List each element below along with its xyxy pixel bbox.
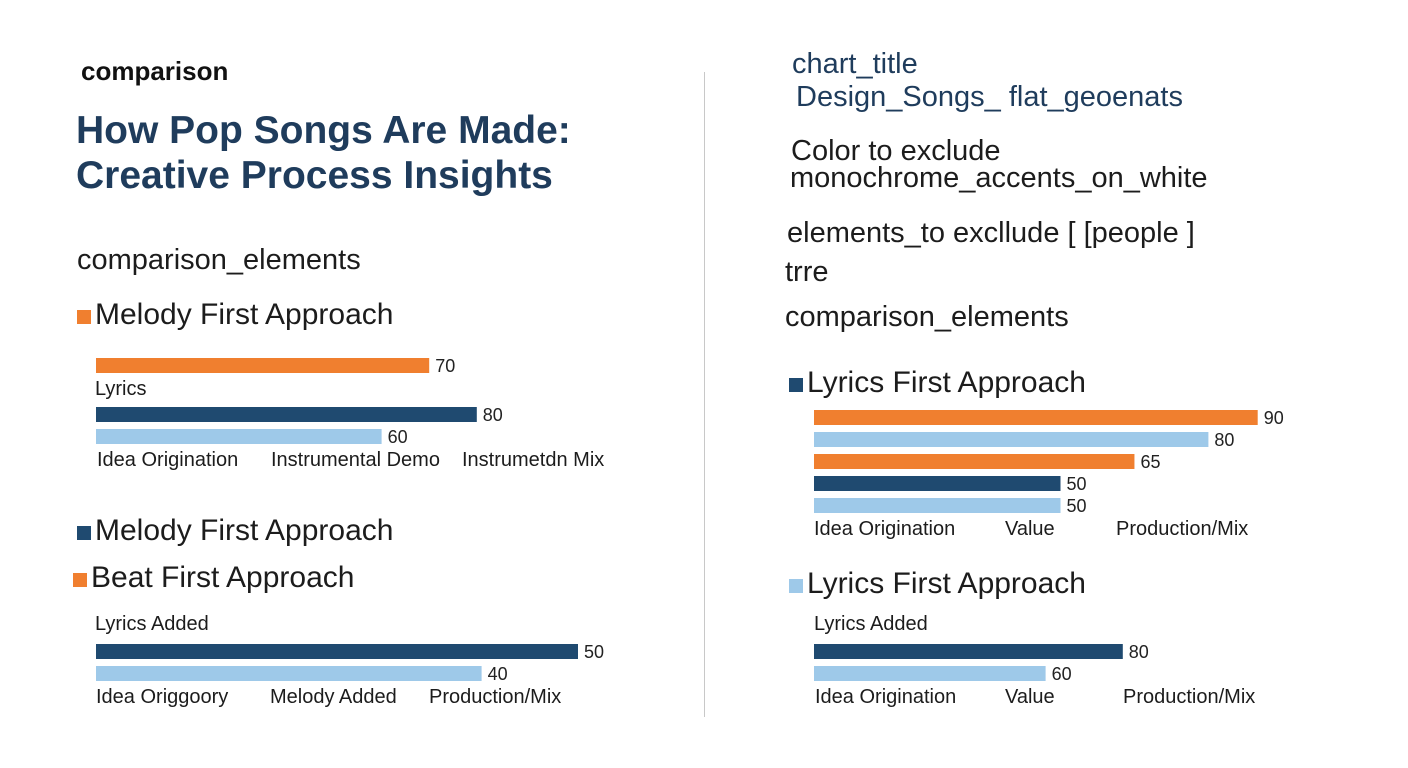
section-label: Beat First Approach xyxy=(91,561,355,594)
section-lyrics-first-1: Lyrics First Approach xyxy=(789,366,1086,400)
bar xyxy=(814,454,1135,469)
bar-value-label: 50 xyxy=(1067,496,1087,516)
title-line-1: How Pop Songs Are Made: xyxy=(76,109,571,152)
bar-value-label: 40 xyxy=(488,664,508,684)
bar xyxy=(814,498,1061,513)
bar xyxy=(96,358,430,373)
section-lyrics-first-2: Lyrics First Approach xyxy=(789,567,1086,601)
color-key: Color to exclude xyxy=(791,135,1001,167)
bar xyxy=(814,644,1123,659)
category-label: Production/Mix xyxy=(1116,518,1249,540)
category-label: Melody Added xyxy=(270,686,397,708)
section-label: Lyrics First Approach xyxy=(807,366,1086,399)
title-line-2: Creative Process Insights xyxy=(76,154,553,198)
bar xyxy=(96,644,578,659)
comparison-elements-label: comparison_elements xyxy=(785,301,1069,333)
section-melody-first-1: Melody First Approach xyxy=(77,298,393,332)
bar-value-label: 80 xyxy=(1214,430,1234,450)
bar-value-label: 80 xyxy=(1129,642,1149,662)
legend-square-icon xyxy=(77,310,91,324)
comparison-elements-label: comparison_elements xyxy=(77,244,361,276)
bar xyxy=(814,432,1209,447)
legend-square-icon xyxy=(789,378,803,392)
bar-value-label: 50 xyxy=(584,642,604,662)
bar-value-label: 60 xyxy=(1052,664,1072,684)
category-label: Instrumetdn Mix xyxy=(462,449,605,471)
bar xyxy=(96,666,482,681)
chart-title-value: Design_Songs_ flat_geoenats xyxy=(796,81,1183,113)
legend-square-icon xyxy=(77,526,91,540)
top-label-lyrics-added: Lyrics Added xyxy=(95,613,209,635)
kicker-label: comparison xyxy=(81,56,229,86)
top-label-lyrics-added: Lyrics Added xyxy=(814,613,928,635)
bar-value-label: 65 xyxy=(1140,452,1160,472)
category-label: Idea Origination xyxy=(97,449,239,471)
section-label: Melody First Approach xyxy=(95,514,394,547)
section-label: Lyrics First Approach xyxy=(807,567,1086,600)
legend-square-icon xyxy=(789,579,803,593)
bar-value-label: 80 xyxy=(483,405,503,425)
category-label: Instrumental Demo xyxy=(271,449,440,471)
section-melody-first-2: Melody First Approach xyxy=(77,514,393,548)
page-title: How Pop Songs Are Made: Creative Process… xyxy=(76,108,571,198)
section-label: Melody First Approach xyxy=(95,298,394,331)
category-label: Idea Origgoory xyxy=(96,686,229,708)
category-label: Idea Origination xyxy=(815,686,957,708)
legend-square-icon xyxy=(73,573,87,587)
elements-value: trre xyxy=(785,256,829,288)
category-label: Value xyxy=(1005,518,1055,540)
bar xyxy=(814,666,1046,681)
section-beat-first: Beat First Approach xyxy=(73,561,354,595)
mid-label-lyrics: Lyrics xyxy=(95,378,147,400)
category-label: Production/Mix xyxy=(1123,686,1256,708)
bar xyxy=(96,407,477,422)
bar xyxy=(814,410,1258,425)
bar xyxy=(814,476,1061,491)
color-value: monochrome_accents_on_white xyxy=(790,162,1208,194)
category-label: Production/Mix xyxy=(429,686,562,708)
category-label: Idea Origination xyxy=(814,518,956,540)
bar-value-label: 90 xyxy=(1264,408,1284,428)
bar-value-label: 50 xyxy=(1067,474,1087,494)
bar-value-label: 60 xyxy=(388,427,408,447)
bar xyxy=(96,429,382,444)
bar-value-label: 70 xyxy=(435,356,455,376)
category-label: Value xyxy=(1005,686,1055,708)
chart-title-key: chart_title xyxy=(792,48,918,80)
column-divider xyxy=(704,72,705,717)
elements-key: elements_to excllude [ [people ] xyxy=(787,217,1195,249)
